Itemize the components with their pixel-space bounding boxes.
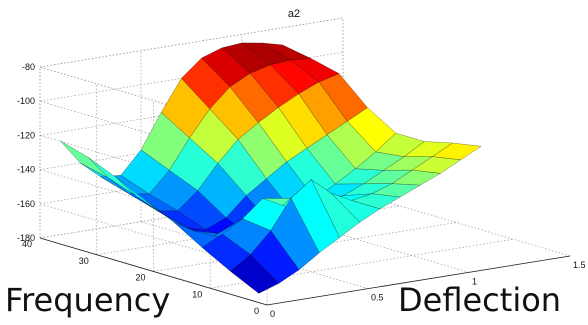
x-axis-line <box>266 255 571 306</box>
z-tick-label: -160 <box>17 199 35 209</box>
z-tick-label: -100 <box>17 96 35 106</box>
gridline <box>140 221 369 290</box>
chart-title: a2 <box>288 8 300 20</box>
gridline <box>210 238 514 289</box>
x-axis-label: Deflection <box>398 281 561 319</box>
y-tick-label: 10 <box>192 289 202 299</box>
surface-plot <box>60 42 482 294</box>
box-edge <box>39 17 344 68</box>
x-tick-label: 1 <box>472 276 477 286</box>
z-tick-label: -80 <box>22 62 35 72</box>
y-axis-line <box>39 237 268 306</box>
tick-labels: 0 0.5 1 1.5 0 10 20 30 40-180 -160 -140 -120 -100 -80 <box>17 62 586 319</box>
gridline <box>153 222 457 272</box>
y-tick-label: 20 <box>135 273 145 283</box>
x-tick-label: 0 <box>270 309 275 319</box>
z-tick-label: -180 <box>17 233 35 243</box>
surface-cell <box>60 140 109 179</box>
z-tick-label: -140 <box>17 165 35 175</box>
x-tick-label: 1.5 <box>573 260 586 270</box>
y-axis-label: Frequency <box>5 281 170 319</box>
z-tick-label: -120 <box>17 130 35 140</box>
y-tick-label: 0 <box>254 306 259 316</box>
surface-cell <box>431 142 482 161</box>
y-tick-label: 30 <box>79 256 89 266</box>
x-tick-label: 0.5 <box>371 293 384 303</box>
y-tick-label: 40 <box>22 239 32 249</box>
